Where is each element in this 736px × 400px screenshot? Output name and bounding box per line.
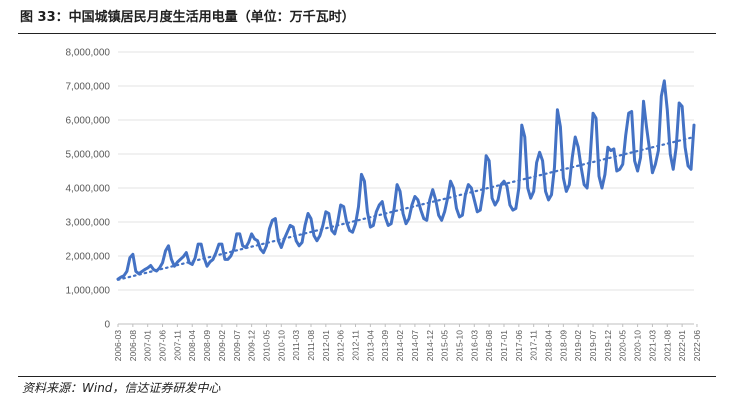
x-tick-label: 2019-07 xyxy=(588,330,598,361)
top-rule xyxy=(18,33,716,34)
y-tick-label: 5,000,000 xyxy=(66,150,111,161)
x-tick-label: 2020-10 xyxy=(633,330,643,361)
x-tick-label: 2012-01 xyxy=(321,330,331,361)
x-tick-label: 2007-11 xyxy=(172,330,182,361)
x-tick-label: 2014-12 xyxy=(425,330,435,361)
gridlines xyxy=(118,51,694,325)
bottom-rule xyxy=(18,376,716,377)
x-tick-label: 2007-01 xyxy=(143,330,153,361)
x-tick-label: 2010-10 xyxy=(276,330,286,361)
x-tick-label: 2015-10 xyxy=(454,330,464,361)
x-tick-label: 2017-11 xyxy=(529,330,539,361)
x-tick-label: 2011-03 xyxy=(291,330,301,361)
x-tick-label: 2012-11 xyxy=(351,330,361,361)
x-tick-label: 2017-06 xyxy=(514,330,524,361)
series-line-electricity xyxy=(116,79,696,281)
x-tick-label: 2009-12 xyxy=(247,330,257,361)
x-tick-label: 2009-07 xyxy=(232,330,242,361)
x-tick-label: 2006-08 xyxy=(128,330,138,361)
y-tick-label: 2,000,000 xyxy=(66,252,111,263)
series-layer xyxy=(116,79,696,281)
y-tick-label: 1,000,000 xyxy=(66,286,111,297)
x-tick-label: 2014-07 xyxy=(410,330,420,361)
x-tick-label: 2012-06 xyxy=(336,330,346,361)
x-tick-label: 2007-06 xyxy=(158,330,168,361)
x-tick-label: 2022-06 xyxy=(692,330,702,361)
x-tick-label: 2021-08 xyxy=(662,330,672,361)
x-tick-label: 2008-04 xyxy=(187,330,197,361)
x-tick-label: 2016-03 xyxy=(469,330,479,361)
x-tick-label: 2010-05 xyxy=(261,330,271,361)
y-tick-label: 7,000,000 xyxy=(66,82,111,93)
figure-title: 图 33：中国城镇居民月度生活用电量（单位：万千瓦时） xyxy=(20,10,355,25)
y-tick-label: 3,000,000 xyxy=(66,218,111,229)
x-tick-label: 2019-02 xyxy=(573,330,583,361)
source-note: 资料来源：Wind，信达证券研发中心 xyxy=(22,381,221,395)
x-tick-label: 2014-02 xyxy=(395,330,405,361)
y-tick-label: 6,000,000 xyxy=(66,116,111,127)
y-axis: 0 1,000,000 2,000,000 3,000,000 4,000,000 5,0… xyxy=(66,48,111,331)
y-tick-label: 8,000,000 xyxy=(66,48,111,59)
x-tick-label: 2020-05 xyxy=(618,330,628,361)
x-tick-label: 2019-12 xyxy=(603,330,613,361)
x-tick-label: 2022-01 xyxy=(677,330,687,361)
x-tick-label: 2016-08 xyxy=(484,330,494,361)
x-tick-label: 2009-02 xyxy=(217,330,227,361)
x-tick-label: 2013-09 xyxy=(380,330,390,361)
x-tick-label: 2018-04 xyxy=(544,330,554,361)
x-tick-label: 2011-08 xyxy=(306,330,316,361)
x-tick-label: 2015-05 xyxy=(440,330,450,361)
x-tick-label: 2006-03 xyxy=(113,330,123,361)
x-tick-label: 2017-01 xyxy=(499,330,509,361)
x-tick-label: 2013-04 xyxy=(365,330,375,361)
x-tick-label: 2008-09 xyxy=(202,330,212,361)
x-tick-label: 2021-03 xyxy=(647,330,657,361)
y-tick-label: 4,000,000 xyxy=(66,184,111,195)
y-tick-label: 0 xyxy=(104,320,110,331)
x-tick-label: 2018-09 xyxy=(558,330,568,361)
x-axis: 2006-03 2006-08 2007-01 2007-06 2007-11 2008-… xyxy=(113,324,702,361)
